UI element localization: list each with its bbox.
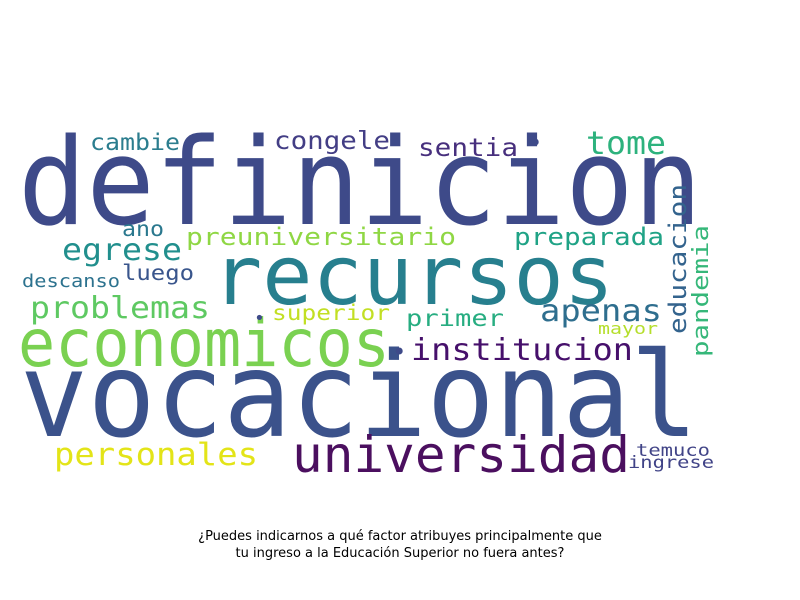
- word-problemas: problemas: [30, 291, 210, 326]
- word-economicos: economicos: [18, 305, 390, 382]
- word-temuco: temuco: [636, 441, 710, 461]
- word-ingrese: ingrese: [628, 453, 714, 473]
- word-luego: luego: [122, 261, 194, 285]
- word-preparada: preparada: [514, 223, 664, 251]
- word-vocacional: vocacional: [20, 326, 698, 464]
- word-cambie: cambie: [90, 130, 180, 156]
- word-definicion: definicion: [18, 114, 702, 253]
- word-apenas: apenas: [540, 294, 662, 329]
- word-tome: tome: [586, 124, 666, 162]
- caption-line-2: tu ingreso a la Educación Superior no fu…: [235, 546, 565, 561]
- word-educacion: educacion: [664, 184, 692, 334]
- word-preuniversitario: preuniversitario: [186, 223, 456, 251]
- word-primer: primer: [406, 306, 504, 332]
- word-descanso: descanso: [22, 271, 120, 292]
- word-congele: congele: [274, 126, 390, 155]
- word-recursos: recursos: [212, 229, 614, 324]
- word-superior: superior: [272, 301, 390, 325]
- word-egrese: egrese: [62, 233, 182, 268]
- dot-glyph: •: [254, 308, 265, 329]
- word-personales: personales: [54, 437, 258, 473]
- dot-glyph: •: [389, 129, 403, 157]
- word-institucion: institucion: [411, 333, 633, 368]
- dot-glyph: •: [252, 129, 266, 157]
- word-pandemia: pandemia: [689, 225, 714, 357]
- word-universidad: universidad: [292, 426, 630, 484]
- word-sentia: sentia: [418, 133, 518, 162]
- dot-glyph: •: [528, 129, 542, 157]
- dot-glyph: •: [392, 338, 406, 366]
- word-ano: ano: [122, 217, 164, 241]
- chart-caption: ¿Puedes indicarnos a qué factor atribuye…: [0, 528, 800, 562]
- word-mayor: mayor: [598, 319, 658, 338]
- caption-line-1: ¿Puedes indicarnos a qué factor atribuye…: [198, 529, 602, 544]
